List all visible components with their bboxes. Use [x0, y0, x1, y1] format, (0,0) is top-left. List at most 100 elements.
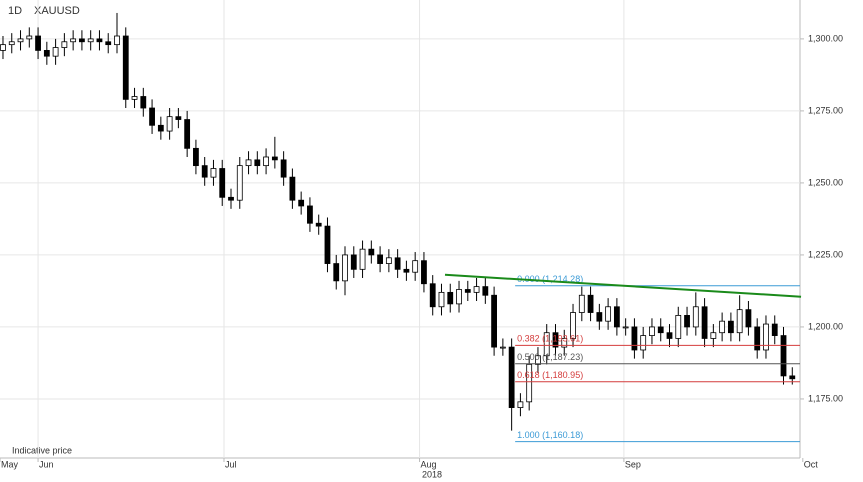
candle-body [394, 257, 401, 270]
candle-body [622, 326, 629, 329]
candle-body [35, 35, 41, 51]
candle-body [280, 159, 287, 178]
candle-body [517, 401, 524, 408]
x-tick-label: Aug [421, 459, 437, 469]
candle-body [307, 205, 313, 224]
fib-label: 0.500 (1,187.23) [517, 352, 583, 362]
candle-body [552, 332, 559, 348]
candle-body [421, 260, 427, 285]
candle-body [613, 306, 620, 328]
candle-body [350, 254, 357, 270]
candle-body [43, 50, 50, 57]
fib-label: 0.382 (1,193.61) [517, 334, 583, 344]
fib-label: 0.618 (1,180.95) [517, 370, 583, 380]
candle-body [666, 332, 673, 339]
candle-body [710, 332, 717, 339]
candle-body [587, 294, 594, 313]
candle-body [754, 326, 761, 351]
x-tick-label: May [1, 459, 19, 469]
candle-body [175, 116, 182, 120]
candle-body [385, 257, 392, 264]
candle-body [657, 326, 664, 334]
candle-body [79, 38, 85, 43]
candle-body [543, 332, 550, 357]
candle-body [122, 35, 129, 100]
candle-body [596, 312, 603, 322]
candle-body [298, 199, 305, 207]
x-tick-label: Jun [39, 459, 54, 469]
candle-body [508, 346, 515, 408]
y-tick-label: 1,275.00 [808, 105, 843, 115]
candle-body [447, 291, 454, 305]
candle-body [210, 168, 217, 178]
candle-body [640, 335, 647, 351]
candle-body [70, 38, 77, 43]
candle-body [473, 286, 480, 293]
candle-body [131, 96, 138, 100]
trendline [444, 273, 802, 298]
candle-body [570, 312, 576, 339]
candle-body [692, 306, 699, 328]
candle-body [578, 294, 585, 313]
candle-body [526, 363, 533, 403]
candle-body [771, 323, 778, 336]
candle-body [289, 176, 296, 201]
candle-body [236, 165, 243, 201]
note: Indicative price [12, 445, 72, 455]
timeframe: 1D [8, 5, 22, 17]
candle-body [780, 335, 787, 377]
candle-body [535, 355, 541, 365]
candle-body [464, 289, 471, 293]
candle-body [61, 41, 68, 48]
candle-body [605, 306, 612, 322]
year-label: 2018 [422, 469, 442, 479]
fib-label: 0.000 (1,214.28) [517, 274, 583, 284]
candle-body [377, 254, 383, 264]
candle-body [482, 286, 489, 296]
candle-body [561, 338, 568, 348]
candle-body [368, 248, 375, 256]
candle-body [201, 165, 208, 178]
candle-body [359, 248, 366, 270]
candle-body [52, 47, 59, 57]
candle-body [0, 44, 6, 51]
candle-body [254, 159, 261, 167]
symbol: XAUUSD [34, 5, 80, 17]
candle-body [491, 294, 498, 348]
y-tick-label: 1,250.00 [808, 177, 843, 187]
x-tick-label: Sep [625, 459, 641, 469]
fib-label: 1.000 (1,160.18) [517, 430, 583, 440]
candle-body [438, 291, 445, 308]
candle-body [87, 38, 94, 43]
candle-body [403, 268, 410, 273]
candle-body [315, 222, 322, 227]
candle-body [324, 225, 331, 264]
candle-body [184, 119, 191, 149]
candle-body [166, 116, 173, 132]
candle-body [727, 320, 734, 334]
candle-body [649, 326, 655, 336]
y-tick-label: 1,300.00 [808, 33, 843, 43]
candle-body [96, 38, 103, 43]
candle-body [140, 96, 147, 109]
candle-body [8, 41, 15, 46]
candle-body [219, 168, 226, 198]
y-tick-label: 1,200.00 [808, 321, 843, 331]
candle-body [789, 375, 796, 380]
candle-body [149, 107, 155, 126]
y-tick-label: 1,175.00 [808, 393, 843, 403]
candle-body [456, 289, 462, 305]
x-tick-label: Jul [225, 459, 237, 469]
candle-body [271, 156, 278, 161]
candle-body [429, 283, 436, 308]
x-tick-label: Oct [804, 459, 819, 469]
candle-body [228, 196, 234, 201]
candle-body [114, 35, 120, 46]
candle-body [26, 35, 33, 40]
candle-body [157, 124, 164, 132]
candle-body [342, 254, 348, 282]
candle-body [263, 156, 269, 167]
candle-body [763, 323, 769, 351]
candle-body [245, 159, 252, 167]
